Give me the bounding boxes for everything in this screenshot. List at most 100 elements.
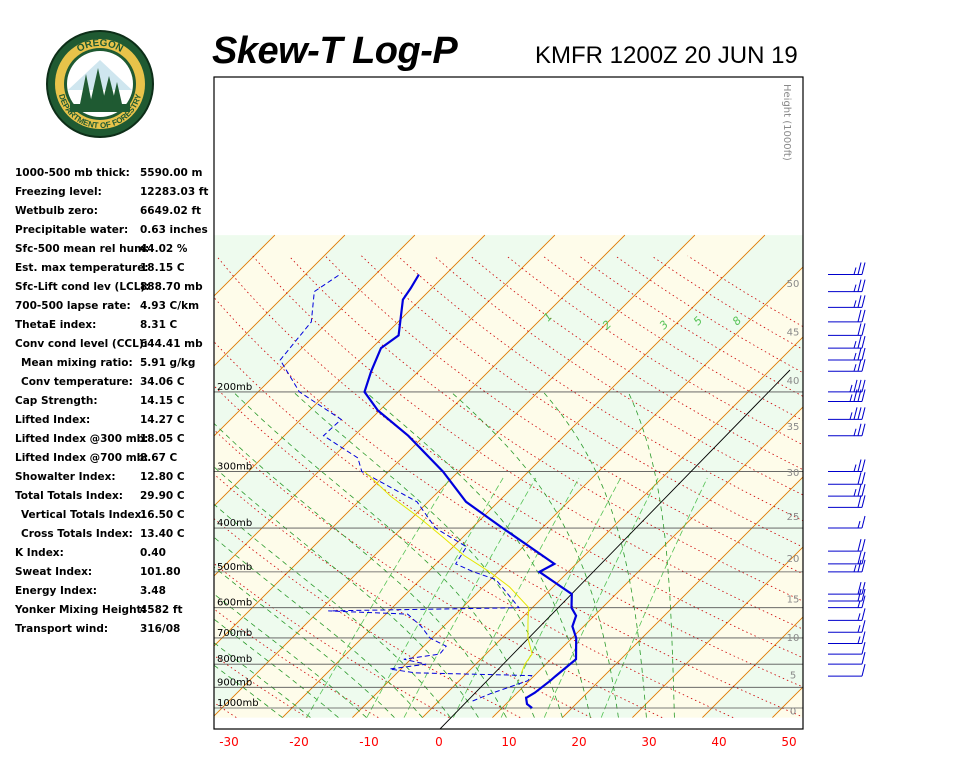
height-axis-label: Height (1000ft) bbox=[781, 84, 792, 161]
index-row: ThetaE index: 8.31 C bbox=[15, 319, 215, 338]
moist-adiabat bbox=[214, 566, 395, 718]
index-label: Yonker Mixing Height: bbox=[15, 604, 146, 616]
temperature-profile bbox=[363, 273, 578, 709]
logo-top-text: OREGON bbox=[75, 38, 125, 55]
wind-barb bbox=[828, 379, 866, 393]
index-label: Vertical Totals Index: bbox=[21, 509, 146, 521]
index-label: Sfc-Lift cond lev (LCL): bbox=[15, 281, 150, 293]
pressure-label: 900mb bbox=[217, 677, 252, 688]
wind-barb bbox=[828, 295, 866, 308]
wind-barb bbox=[828, 608, 866, 621]
index-label: Conv temperature: bbox=[21, 376, 133, 388]
pressure-label: 800mb bbox=[217, 654, 252, 665]
isotherm-line bbox=[492, 406, 803, 718]
wind-barb bbox=[828, 582, 866, 595]
mixing-ratio-line bbox=[452, 477, 580, 718]
index-row: Lifted Index @300 mb: 18.05 C bbox=[15, 433, 215, 452]
wind-barb bbox=[828, 472, 866, 485]
index-row: Sfc-500 mean rel hum: 44.02 % bbox=[15, 243, 215, 262]
wind-barb bbox=[828, 620, 866, 633]
wind-barb bbox=[828, 347, 866, 361]
index-row: Cap Strength: 14.15 C bbox=[15, 395, 215, 414]
wind-barb bbox=[828, 407, 866, 420]
index-label: Conv cond level (CCL): bbox=[15, 338, 148, 350]
index-value: 34.06 C bbox=[140, 376, 185, 388]
pressure-label: 1000mb bbox=[217, 698, 259, 709]
index-value: 5590.00 m bbox=[140, 167, 203, 179]
x-tick-label: 50 bbox=[781, 735, 796, 749]
index-label: Cap Strength: bbox=[15, 395, 98, 407]
wind-barb bbox=[828, 459, 866, 473]
pressure-label: 200mb bbox=[217, 382, 252, 393]
isotherm-line bbox=[282, 234, 766, 718]
stability-indices-panel: 1000-500 mb thick: 5590.00 m Freezing leve… bbox=[15, 167, 215, 642]
height-tick-label: 10 bbox=[787, 633, 800, 644]
moist-adiabat bbox=[450, 391, 619, 718]
wind-barb bbox=[828, 663, 866, 677]
svg-text:OREGON: OREGON bbox=[75, 38, 125, 55]
index-row: 700-500 lapse rate: 4.93 C/km bbox=[15, 300, 215, 319]
index-value: 18.15 C bbox=[140, 262, 185, 274]
isotherm-line bbox=[422, 336, 803, 718]
index-label: Precipitable water: bbox=[15, 224, 129, 236]
moist-adiabat bbox=[233, 391, 535, 718]
dry-adiabat bbox=[433, 255, 803, 496]
index-row: K Index: 0.40 bbox=[15, 547, 215, 566]
index-label: Energy Index: bbox=[15, 585, 97, 597]
parcel-profile bbox=[364, 471, 533, 674]
wind-barb bbox=[828, 551, 866, 565]
dry-adiabat bbox=[397, 255, 803, 522]
wind-barb bbox=[828, 262, 866, 276]
index-row: Lifted Index @700 mb: 8.67 C bbox=[15, 452, 215, 471]
index-value: 14.27 C bbox=[140, 414, 185, 426]
wind-barb bbox=[828, 389, 866, 403]
pressure-label: 400mb bbox=[217, 518, 252, 529]
x-tick-label: 20 bbox=[571, 735, 586, 749]
index-row: Sfc-Lift cond lev (LCL): 888.70 mb bbox=[15, 281, 215, 300]
height-tick-label: 50 bbox=[787, 279, 800, 290]
moist-adiabat bbox=[542, 391, 647, 718]
x-tick-label: 10 bbox=[501, 735, 516, 749]
index-value: 6649.02 ft bbox=[140, 205, 202, 217]
pressure-label: 700mb bbox=[217, 628, 252, 639]
index-row: Mean mixing ratio: 5.91 g/kg bbox=[15, 357, 215, 376]
wind-barb bbox=[828, 484, 866, 497]
dry-adiabat bbox=[214, 518, 521, 718]
wind-barb bbox=[828, 423, 866, 437]
isotherm-line bbox=[214, 234, 346, 367]
isotherm-line bbox=[214, 234, 626, 647]
height-tick-label: 25 bbox=[787, 512, 800, 523]
mixing-ratio-line bbox=[600, 477, 708, 718]
index-row: Energy Index: 3.48 bbox=[15, 585, 215, 604]
index-row: Yonker Mixing Height: 4582 ft bbox=[15, 604, 215, 623]
height-tick-label: 15 bbox=[787, 594, 800, 605]
index-value: 44.02 % bbox=[140, 243, 188, 255]
index-value: 16.50 C bbox=[140, 509, 185, 521]
wind-barb bbox=[828, 515, 866, 529]
index-label: Lifted Index: bbox=[15, 414, 91, 426]
height-tick-label: 30 bbox=[787, 468, 800, 479]
index-row: Est. max temperature: 18.15 C bbox=[15, 262, 215, 281]
index-label: Mean mixing ratio: bbox=[21, 357, 133, 369]
wind-barb bbox=[828, 309, 866, 323]
index-row: 1000-500 mb thick: 5590.00 m bbox=[15, 167, 215, 186]
index-value: 29.90 C bbox=[140, 490, 185, 502]
isotherm-line bbox=[214, 234, 556, 577]
index-label: Est. max temperature: bbox=[15, 262, 149, 274]
wind-barb bbox=[828, 495, 866, 508]
moist-adiabat bbox=[214, 422, 507, 718]
x-tick-label: 0 bbox=[435, 735, 443, 749]
height-tick-label: 5 bbox=[790, 670, 796, 681]
isotherm-line bbox=[632, 546, 803, 718]
index-value: 14.15 C bbox=[140, 395, 185, 407]
dry-adiabat bbox=[288, 255, 803, 602]
wind-barb bbox=[828, 359, 866, 372]
index-value: 644.41 mb bbox=[140, 338, 203, 350]
index-label: Cross Totals Index: bbox=[21, 528, 133, 540]
index-label: 1000-500 mb thick: bbox=[15, 167, 130, 179]
moist-adiabat bbox=[214, 536, 423, 718]
index-row: Conv cond level (CCL): 644.41 mb bbox=[15, 338, 215, 357]
index-row: Freezing level: 12283.03 ft bbox=[15, 186, 215, 205]
x-tick-label: 30 bbox=[641, 735, 656, 749]
